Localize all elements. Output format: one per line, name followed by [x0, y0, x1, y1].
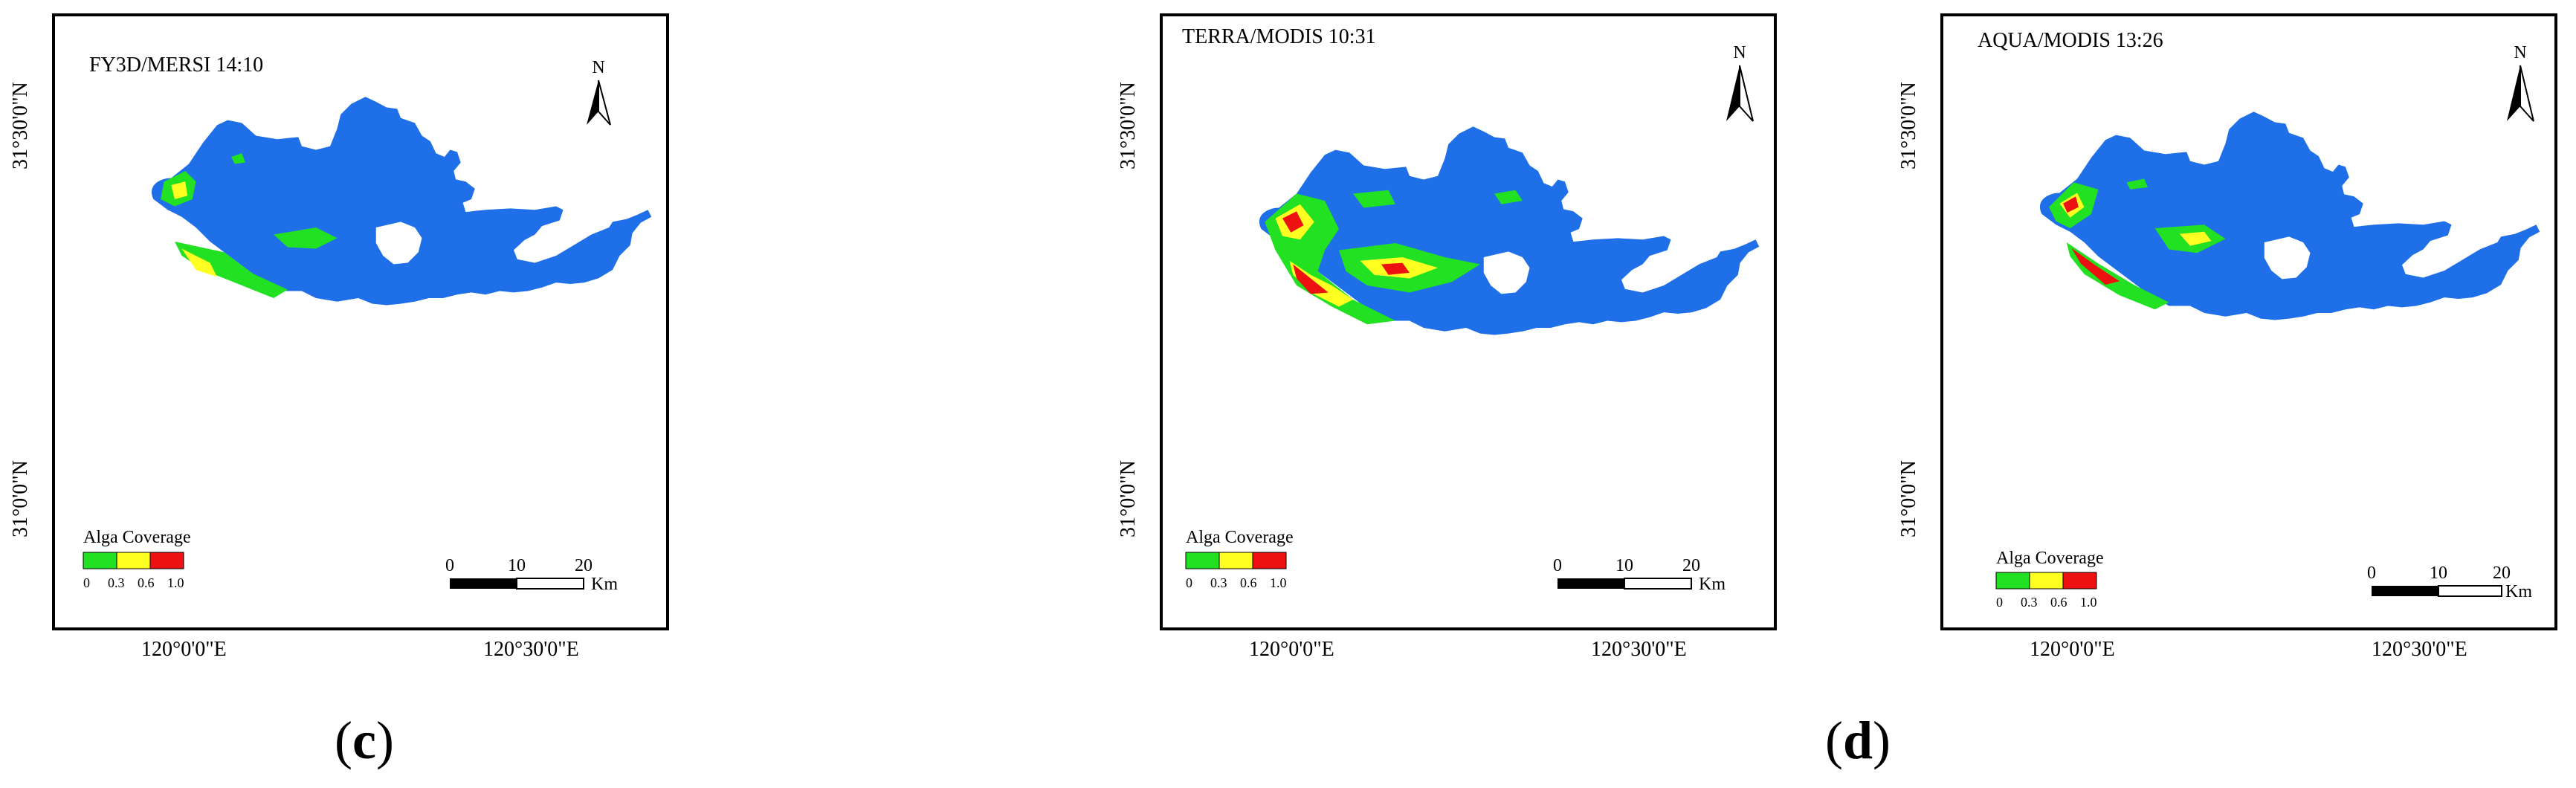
map-frame: AQUA/MODIS 13:26 N Alga Coverage 0 0.3 0…	[1940, 13, 2557, 630]
scale-bar: 0 10 20 Km	[2367, 563, 2532, 601]
scale-unit: Km	[1699, 575, 1726, 594]
alga-patch	[2066, 242, 2169, 310]
scale-unit: Km	[2505, 582, 2532, 601]
map-title: FY3D/MERSI 14:10	[89, 54, 263, 77]
north-arrow: N	[2507, 43, 2534, 122]
map-title: AQUA/MODIS 13:26	[1978, 29, 2163, 52]
alga-patch	[1381, 262, 1410, 275]
svg-text:10: 10	[508, 556, 526, 575]
alga-patch	[1353, 190, 1395, 208]
svg-text:0: 0	[83, 575, 90, 590]
svg-text:1.0: 1.0	[2080, 595, 2097, 610]
alga-patch	[175, 242, 288, 299]
svg-text:0.3: 0.3	[2021, 595, 2038, 610]
svg-text:20: 20	[575, 556, 593, 575]
north-label: N	[2514, 43, 2526, 62]
scale-bar: 0 10 20 Km	[1553, 556, 1726, 594]
alga-patch	[2063, 196, 2079, 213]
panel-label-d: (d)	[1825, 711, 1891, 770]
lat-tick: 31°0'0"N	[1117, 460, 1140, 537]
scale-bar: 0 10 20 Km	[445, 556, 618, 594]
alga-patch	[1494, 190, 1523, 204]
alga-patch	[2179, 231, 2212, 246]
legend-swatches	[83, 552, 184, 569]
lat-tick: 31°0'0"N	[1897, 460, 1920, 537]
alga-patch	[1293, 264, 1329, 294]
svg-text:10: 10	[2430, 563, 2447, 583]
lon-tick: 120°0'0"E	[2030, 638, 2115, 661]
north-label: N	[592, 58, 604, 77]
north-arrow: N	[1726, 43, 1754, 122]
alga-patch	[274, 227, 338, 249]
lon-tick: 120°30'0"E	[2372, 638, 2467, 661]
svg-text:0.6: 0.6	[1240, 575, 1257, 590]
alga-patch	[2071, 248, 2120, 285]
svg-text:1.0: 1.0	[167, 575, 184, 590]
alga-patch	[231, 153, 245, 164]
svg-text:0: 0	[1996, 595, 2003, 610]
legend-values: 0 0.3 0.6 1.0	[83, 575, 184, 590]
map-panel-aqua: AQUA/MODIS 13:26 N Alga Coverage 0 0.3 0…	[1897, 13, 2557, 661]
lat-tick: 31°0'0"N	[9, 460, 32, 537]
legend-title: Alga Coverage	[83, 528, 191, 547]
svg-text:0: 0	[2367, 563, 2376, 583]
map-frame: TERRA/MODIS 10:31 N Alga Coverage 0 0.3 …	[1160, 13, 1777, 630]
map-frame: FY3D/MERSI 14:10 N Alga Coverage 0 0.3 0…	[52, 13, 669, 630]
legend-swatches	[1185, 552, 1287, 569]
map-panel-fy3d: FY3D/MERSI 14:10 N Alga Coverage 0 0.3 0…	[9, 13, 669, 661]
legend-values: 0 0.3 0.6 1.0	[1186, 575, 1287, 590]
legend-title: Alga Coverage	[1996, 549, 2104, 568]
alga-patch	[2126, 178, 2148, 190]
svg-text:20: 20	[1682, 556, 1700, 575]
panel-label-c: (c)	[335, 711, 394, 770]
lon-tick: 120°0'0"E	[141, 638, 227, 661]
svg-text:0.3: 0.3	[108, 575, 125, 590]
svg-text:0: 0	[445, 556, 454, 575]
legend-swatches	[1995, 572, 2097, 590]
svg-text:1.0: 1.0	[1270, 575, 1287, 590]
map-panel-terra: TERRA/MODIS 10:31 N Alga Coverage 0 0.3 …	[1117, 13, 1777, 661]
svg-text:0.6: 0.6	[138, 575, 155, 590]
legend-title: Alga Coverage	[1186, 528, 1294, 547]
lat-tick: 31°30'0"N	[1897, 82, 1920, 169]
svg-text:0: 0	[1553, 556, 1562, 575]
svg-text:20: 20	[2493, 563, 2511, 583]
scale-unit: Km	[591, 575, 618, 594]
alga-patch	[1282, 211, 1304, 233]
svg-text:0: 0	[1186, 575, 1192, 590]
north-label: N	[1733, 43, 1746, 62]
legend-values: 0 0.3 0.6 1.0	[1996, 595, 2097, 610]
alga-patch	[171, 181, 188, 199]
north-arrow: N	[587, 58, 611, 126]
lon-tick: 120°30'0"E	[1591, 638, 1687, 661]
alga-patch	[181, 248, 217, 277]
lon-tick: 120°0'0"E	[1249, 638, 1334, 661]
alga-patch	[1289, 260, 1353, 307]
map-title: TERRA/MODIS 10:31	[1182, 25, 1376, 48]
lat-tick: 31°30'0"N	[9, 82, 32, 169]
svg-text:0.6: 0.6	[2050, 595, 2067, 610]
svg-text:0.3: 0.3	[1210, 575, 1227, 590]
lon-tick: 120°30'0"E	[483, 638, 579, 661]
lat-tick: 31°30'0"N	[1117, 82, 1140, 169]
svg-text:10: 10	[1615, 556, 1633, 575]
